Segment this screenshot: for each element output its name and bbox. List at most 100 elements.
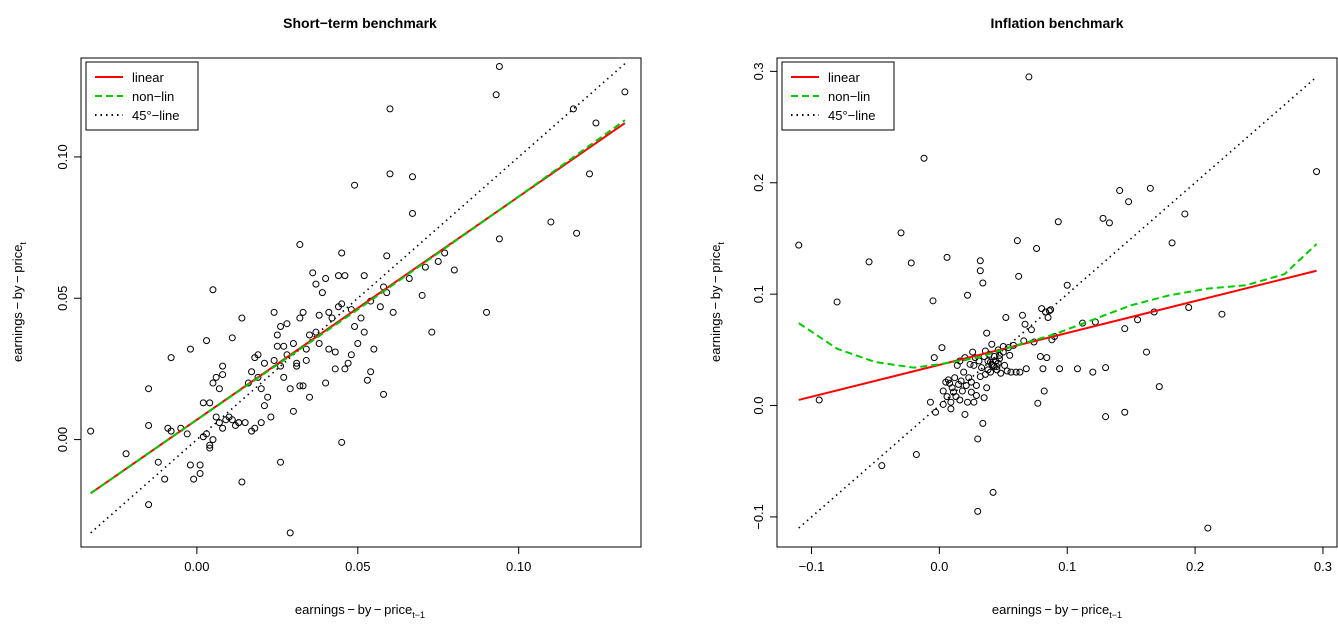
plot-frame [80,57,642,548]
data-point [186,461,194,469]
data-point [273,342,281,350]
data-point [920,154,928,162]
data-point [183,430,191,438]
data-point [1036,353,1044,361]
data-point [966,360,974,368]
data-point [962,381,970,389]
data-point [956,396,964,404]
data-point [219,371,227,379]
y-axis-label: earnings − by − pricet [708,242,726,362]
data-point [1001,361,1009,369]
data-point [248,368,256,376]
data-point [1022,365,1030,373]
data-point [370,345,378,353]
data-point [1121,408,1129,416]
data-point [434,258,442,266]
series-line-nonlin [798,243,1318,369]
data-point [383,252,391,260]
legend-box [781,61,895,131]
data-point [296,314,304,322]
data-point [964,398,972,406]
data-point [344,359,352,367]
data-point [254,351,262,359]
x-axis-label-base: earnings − by − price [295,602,412,617]
data-point [1181,210,1189,218]
data-point [228,334,236,342]
data-point [293,359,301,367]
data-point [492,91,500,99]
x-axis-label: earnings − by − pricet−1 [295,602,425,620]
data-point [967,388,975,396]
data-point [421,263,429,271]
data-point [1073,365,1081,373]
data-point [167,354,175,362]
data-point [979,419,987,427]
data-point [257,385,265,393]
data-point [219,362,227,370]
data-point [145,385,153,393]
data-point [897,229,905,237]
data-point [331,348,339,356]
data-point [1016,368,1024,376]
data-point [338,300,346,308]
data-point [347,351,355,359]
data-point [196,470,204,478]
data-point [939,387,947,395]
data-point [1218,310,1226,318]
data-point [241,419,249,427]
data-point [196,461,204,469]
data-point [331,365,339,373]
data-point [1142,348,1150,356]
data-point [878,462,886,470]
data-point [260,402,268,410]
data-point [912,451,920,459]
data-point [795,241,803,249]
data-point [944,376,952,384]
x-tick-label: 0.05 [345,559,370,574]
data-point [948,384,956,392]
data-point [293,362,301,370]
data-point [428,328,436,336]
data-point [264,393,272,401]
data-point [964,291,972,299]
data-point [1007,368,1015,376]
data-point [280,373,288,381]
data-point [1063,281,1071,289]
data-point [299,308,307,316]
data-point [386,105,394,113]
data-point [322,274,330,282]
data-point [980,394,988,402]
data-point [930,354,938,362]
data-point [161,475,169,483]
x-tick-label: 0.10 [506,559,531,574]
data-point [228,416,236,424]
data-point [969,348,977,356]
data-point [270,356,278,364]
data-point [1102,413,1110,421]
data-point [947,405,955,413]
data-point [260,359,268,367]
data-point [957,377,965,385]
data-point [277,362,285,370]
legend: linear non−lin 45°−line [85,61,199,131]
data-point [1102,364,1110,372]
data-point [286,529,294,537]
data-point [483,308,491,316]
y-axis: −0.1 0.0 0.1 0.2 0.3 [751,62,778,530]
data-point [1044,314,1052,322]
y-tick-label: 0.3 [751,62,766,80]
legend-box [85,61,199,131]
x-tick-label: 0.1 [1058,559,1076,574]
data-point [418,291,426,299]
data-point [306,393,314,401]
data-point [199,399,207,407]
data-point [1021,320,1029,328]
legend-label: 45°−line [132,108,180,123]
data-point [967,378,975,386]
data-point [289,339,297,347]
data-point [273,331,281,339]
data-point [302,356,310,364]
data-point [405,274,413,282]
x-tick-label: 0.3 [1314,559,1332,574]
data-point [306,331,314,339]
